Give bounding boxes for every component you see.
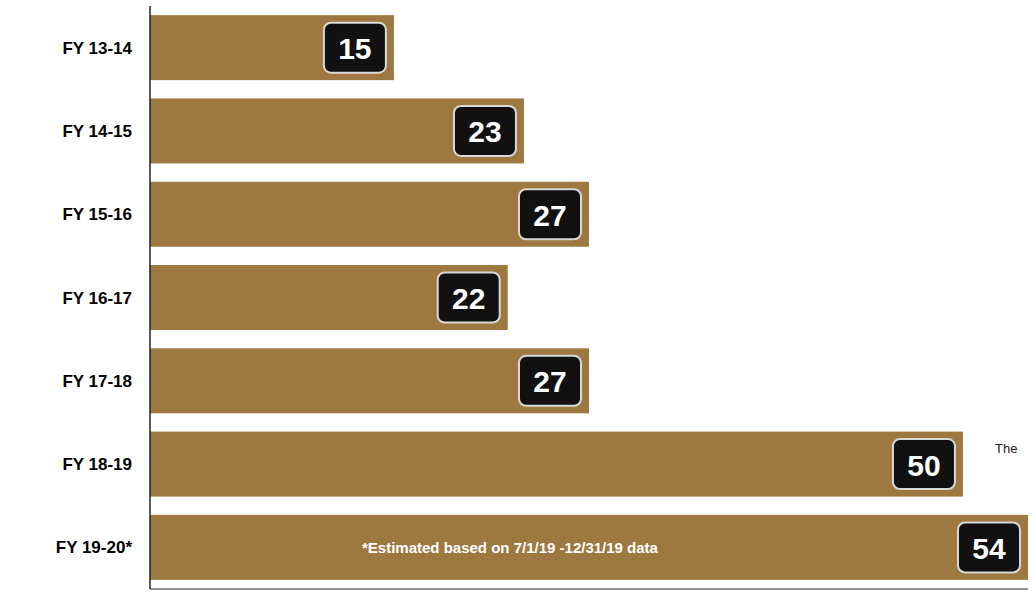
svg-text:FY 18-19: FY 18-19	[62, 455, 132, 474]
svg-text:FY 17-18: FY 17-18	[62, 372, 132, 391]
svg-text:27: 27	[533, 199, 566, 232]
html-text:The: The	[995, 441, 1018, 456]
svg-text:FY 16-17: FY 16-17	[62, 289, 132, 308]
svg-text:27: 27	[533, 365, 566, 398]
svg-text:22: 22	[452, 282, 485, 315]
svg-text:15: 15	[338, 32, 371, 65]
svg-text:*Estimated based on 7/1/19 -12: *Estimated based on 7/1/19 -12/31/19 dat…	[362, 539, 659, 556]
svg-text:FY 15-16: FY 15-16	[62, 205, 132, 224]
svg-text:50: 50	[907, 449, 940, 482]
svg-text:23: 23	[468, 115, 501, 148]
svg-text:54: 54	[972, 532, 1006, 565]
svg-text:FY 14-15: FY 14-15	[62, 122, 132, 141]
svg-text:FY 13-14: FY 13-14	[62, 39, 132, 58]
svg-text:FY 19-20*: FY 19-20*	[56, 538, 133, 557]
